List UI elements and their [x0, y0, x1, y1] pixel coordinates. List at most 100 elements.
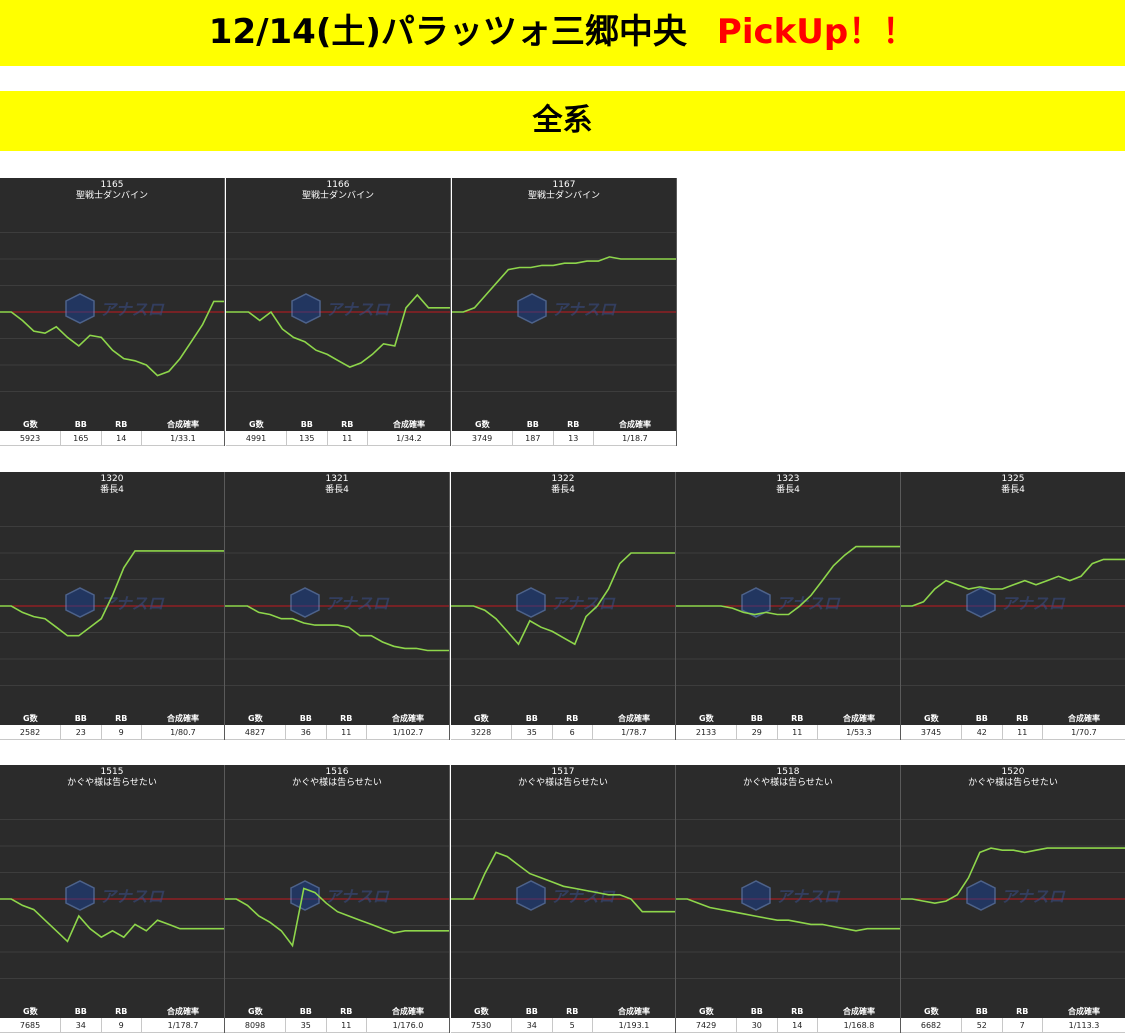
- machine-panel-1322: 1322 番長4 アナスロ G数 BB RB 合成確率 3228 35 6 1/78.7: [451, 472, 676, 740]
- svg-text:アナスロ: アナスロ: [551, 594, 616, 613]
- stats-header-row: G数 BB RB 合成確率: [226, 418, 450, 432]
- stats-value-row: 7685 34 9 1/178.7: [0, 1018, 224, 1033]
- machine-panel-1165: 1165 聖戦士ダンバイン アナスロ G数 BB RB 合成確率 5923 165 14 1/33.…: [0, 178, 225, 446]
- stats-header-cell: G数: [451, 1005, 512, 1019]
- category-banner: 全系: [0, 91, 1125, 151]
- machine-name: かぐや様は告らせたい: [292, 778, 382, 788]
- machine-number: 1518: [776, 767, 800, 777]
- title-banner: 12/14(土)パラッツォ三郷中央 PickUp！！: [0, 0, 1125, 66]
- panel-header: 1516 かぐや様は告らせたい: [225, 767, 449, 789]
- stats-value-row: 4827 36 11 1/102.7: [225, 725, 449, 740]
- watermark-logo: アナスロ: [741, 587, 841, 618]
- stats-value-cell: 9: [101, 725, 142, 740]
- stats-header-cell: G数: [226, 418, 287, 432]
- stats-header-cell: RB: [101, 1005, 142, 1019]
- stats-value-cell: 1/102.7: [366, 725, 449, 740]
- stats-header-cell: RB: [326, 1005, 367, 1019]
- stats-header-cell: BB: [60, 712, 102, 726]
- stats-table: G数 BB RB 合成確率 3745 42 11 1/70.7: [901, 712, 1125, 740]
- stats-value-cell: 34: [60, 1018, 102, 1033]
- stats-value-cell: 1/53.3: [817, 725, 900, 740]
- stats-header-cell: 合成確率: [817, 712, 900, 726]
- stats-value-cell: 29: [736, 725, 778, 740]
- stats-header-cell: RB: [101, 712, 142, 726]
- stats-header-cell: G数: [0, 418, 61, 432]
- panel-header: 1166 聖戦士ダンバイン: [226, 180, 450, 202]
- panel-header: 1165 聖戦士ダンバイン: [0, 180, 224, 202]
- slump-graph: アナスロ: [0, 526, 224, 686]
- stats-header-row: G数 BB RB 合成確率: [0, 418, 224, 432]
- stats-value-cell: 3228: [451, 725, 513, 740]
- machine-name: 聖戦士ダンバイン: [527, 191, 600, 201]
- category-title: 全系: [532, 103, 593, 138]
- stats-value-row: 3228 35 6 1/78.7: [451, 725, 675, 740]
- stats-value-row: 7429 30 14 1/168.8: [676, 1018, 900, 1033]
- svg-text:アナスロ: アナスロ: [100, 594, 165, 613]
- watermark-logo: アナスロ: [65, 293, 165, 324]
- machine-number: 1165: [100, 180, 124, 190]
- watermark-logo: アナスロ: [966, 880, 1066, 911]
- machine-name: かぐや様は告らせたい: [518, 778, 608, 788]
- panel-header: 1323 番長4: [676, 474, 900, 496]
- stats-value-cell: 1/113.3: [1042, 1018, 1125, 1033]
- stats-value-cell: 13: [553, 431, 594, 446]
- stats-value-cell: 9: [101, 1018, 142, 1033]
- watermark-logo: アナスロ: [65, 880, 165, 911]
- stats-value-cell: 4827: [225, 725, 287, 740]
- stats-header-row: G数 BB RB 合成確率: [676, 1005, 900, 1019]
- stats-value-cell: 1/176.0: [366, 1018, 449, 1033]
- panel-header: 1518 かぐや様は告らせたい: [676, 767, 900, 789]
- machine-number: 1515: [100, 767, 124, 777]
- machine-number: 1320: [100, 474, 124, 484]
- stats-value-row: 3749 187 13 1/18.7: [452, 431, 676, 446]
- slump-line: [901, 847, 1125, 905]
- slump-line: [225, 887, 449, 948]
- svg-text:アナスロ: アナスロ: [776, 887, 841, 906]
- slump-graph: アナスロ: [901, 819, 1125, 979]
- stats-header-cell: G数: [225, 712, 286, 726]
- machine-panel-1515: 1515 かぐや様は告らせたい アナスロ G数 BB RB 合成確率 7685 34 9 1/178…: [0, 765, 225, 1033]
- stats-value-cell: 6: [552, 725, 593, 740]
- stats-value-cell: 3749: [452, 431, 514, 446]
- svg-text:アナスロ: アナスロ: [552, 300, 617, 319]
- panel-header: 1515 かぐや様は告らせたい: [0, 767, 224, 789]
- watermark-logo: アナスロ: [291, 293, 391, 324]
- slump-line: [225, 605, 449, 652]
- stats-header-cell: BB: [736, 1005, 778, 1019]
- stats-header-cell: 合成確率: [817, 1005, 900, 1019]
- stats-value-cell: 3745: [901, 725, 963, 740]
- machine-name: 番長4: [776, 485, 800, 495]
- stats-header-cell: RB: [1002, 712, 1043, 726]
- svg-text:アナスロ: アナスロ: [100, 300, 165, 319]
- stats-header-cell: RB: [326, 712, 367, 726]
- stats-value-cell: 7: [1002, 1018, 1043, 1033]
- pickup-label: PickUp！！: [716, 12, 917, 52]
- stats-value-cell: 35: [511, 725, 553, 740]
- stats-header-cell: G数: [225, 1005, 286, 1019]
- machine-number: 1517: [551, 767, 575, 777]
- stats-table: G数 BB RB 合成確率 4991 135 11 1/34.2: [226, 418, 450, 446]
- stats-value-cell: 11: [326, 725, 367, 740]
- stats-header-cell: 合成確率: [141, 712, 224, 726]
- stats-value-cell: 34: [511, 1018, 553, 1033]
- stats-header-cell: 合成確率: [1042, 712, 1125, 726]
- stats-header-cell: G数: [0, 712, 61, 726]
- machine-panel-1166: 1166 聖戦士ダンバインアナスロ G数 BB RB 合成確率 4991 135 11 1/34.…: [226, 178, 451, 446]
- slump-graph: アナスロ: [676, 526, 900, 686]
- stats-table: G数 BB RB 合成確率 7530 34 5 1/193.1: [451, 1005, 675, 1033]
- stats-header-row: G数 BB RB 合成確率: [676, 712, 900, 726]
- slump-graph: アナスロ: [451, 526, 675, 686]
- stats-value-cell: 11: [326, 1018, 367, 1033]
- svg-text:アナスロ: アナスロ: [325, 594, 390, 613]
- stats-header-cell: BB: [961, 712, 1003, 726]
- stats-value-cell: 5923: [0, 431, 62, 446]
- panel-header: 1322 番長4: [451, 474, 675, 496]
- slump-graph: アナスロ: [225, 819, 449, 979]
- svg-text:アナスロ: アナスロ: [325, 887, 390, 906]
- stats-header-cell: BB: [285, 1005, 327, 1019]
- stats-header-row: G数 BB RB 合成確率: [0, 712, 224, 726]
- machine-name: 聖戦士ダンバイン: [301, 191, 374, 201]
- machine-panel-1321: 1321 番長4 アナスロ G数 BB RB 合成確率 4827 36 11 1/102.7: [225, 472, 450, 740]
- stats-header-cell: 合成確率: [141, 1005, 224, 1019]
- panel-header: 1325 番長4: [901, 474, 1125, 496]
